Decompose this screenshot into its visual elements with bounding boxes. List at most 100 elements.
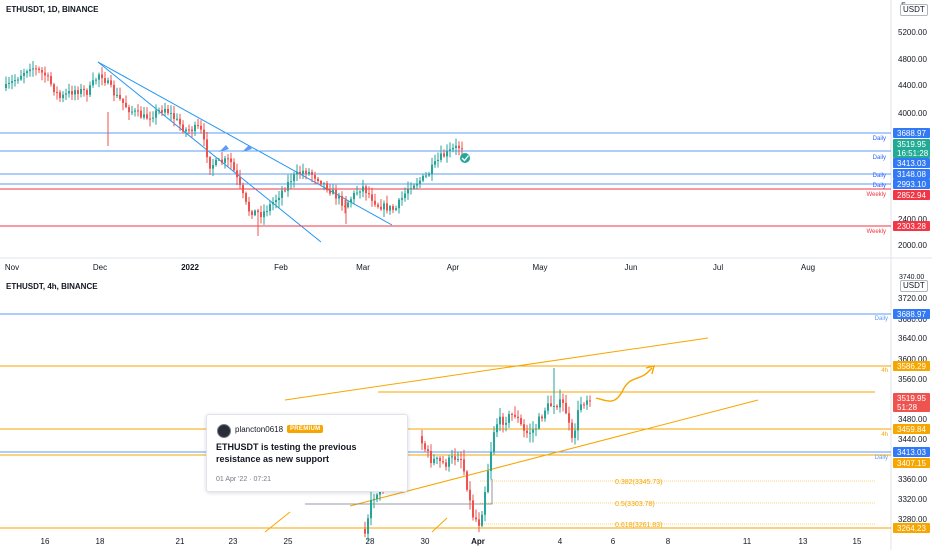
4h-candle-body — [562, 399, 564, 403]
daily-candle-body — [86, 90, 88, 95]
daily-candle-body — [353, 192, 355, 200]
daily-candle-body — [422, 175, 424, 181]
idea-card[interactable]: plancton0618 PREMIUM ETHUSDT is testing … — [206, 414, 408, 492]
daily-candle-body — [191, 129, 193, 132]
4h-currency-button[interactable]: USDT — [900, 280, 928, 292]
daily-candle-body — [392, 206, 394, 210]
4h-candle-body — [535, 428, 537, 430]
4h-candle-body — [559, 399, 561, 408]
4h-chart-pane[interactable]: 3720.00 3680.00 3640.00 3600.00 3560.00 3480.… — [0, 274, 932, 550]
daily-price-badge-text: 3688.97 — [897, 129, 926, 138]
daily-price-badge-text: 2993.10 — [897, 180, 926, 189]
daily-level-side-label: Daily — [873, 183, 886, 189]
daily-candle-body — [344, 205, 346, 208]
4h-time-tick: Apr — [471, 537, 485, 546]
daily-candle-body — [161, 110, 163, 113]
daily-price-badge-text: 3148.08 — [897, 170, 926, 179]
daily-candle-body — [101, 74, 103, 79]
daily-channel-line — [97, 61, 322, 243]
daily-candle-body — [68, 91, 70, 94]
daily-arrow-marker — [219, 145, 229, 152]
daily-candle-body — [317, 178, 319, 182]
4h-chart-canvas[interactable]: 3720.00 3680.00 3640.00 3600.00 3560.00 3480.… — [0, 274, 932, 550]
4h-price-tick: 3600.00 — [898, 355, 927, 364]
daily-candle-body — [26, 71, 28, 73]
4h-time-tick: 18 — [96, 537, 105, 546]
daily-price-badge — [893, 179, 930, 189]
daily-candle-body — [413, 185, 415, 189]
daily-candle-body — [425, 175, 427, 177]
daily-candle-body — [179, 118, 181, 125]
daily-candle-body — [449, 149, 451, 151]
4h-candle-body — [589, 400, 591, 402]
daily-candle-body — [71, 91, 73, 95]
daily-time-tick: Dec — [93, 263, 107, 272]
daily-time-tick: Aug — [801, 263, 815, 272]
daily-candle-body — [236, 170, 238, 178]
daily-candle-body — [8, 82, 10, 85]
daily-time-tick: Jun — [625, 263, 638, 272]
daily-candle-body — [335, 189, 337, 199]
daily-candle-body — [296, 171, 298, 175]
4h-price-badge-text: 3407.15 — [897, 459, 926, 468]
4h-time-tick: 28 — [366, 537, 375, 546]
4h-candle-body — [523, 424, 525, 431]
daily-price-badge — [893, 190, 930, 200]
idea-timestamp: 01 Apr '22 · 07:21 — [216, 476, 272, 483]
4h-candle-body — [583, 404, 585, 406]
daily-candle-body — [263, 211, 265, 218]
4h-candle-body — [580, 404, 582, 411]
4h-candle-body — [490, 451, 492, 471]
daily-candle-body — [224, 158, 226, 163]
daily-level-side-label: Daily — [873, 136, 886, 142]
daily-candle-body — [308, 171, 310, 174]
4h-fib-label: 0.5(3303.78) — [615, 501, 655, 508]
4h-candle-body — [454, 456, 456, 460]
user-avatar[interactable] — [217, 424, 231, 438]
4h-candle-body — [550, 403, 552, 407]
daily-candle-body — [32, 68, 34, 70]
4h-candle-body — [460, 459, 462, 461]
daily-chart-pane[interactable]: 5200.00 4800.00 4400.00 4000.00 2400.00 2000.… — [0, 0, 932, 274]
daily-candle-body — [299, 171, 301, 175]
4h-price-badge — [893, 458, 930, 468]
daily-candle-body — [113, 84, 115, 96]
daily-candle-body — [239, 177, 241, 185]
4h-candle-body — [565, 402, 567, 414]
4h-candle-body — [436, 457, 438, 459]
daily-chart-canvas[interactable]: 5200.00 4800.00 4400.00 4000.00 2400.00 2000.… — [0, 0, 932, 274]
4h-time-tick: 25 — [284, 537, 293, 546]
daily-candle-body — [278, 197, 280, 201]
daily-candle-body — [401, 198, 403, 200]
4h-price-tick: 3440.00 — [898, 435, 927, 444]
daily-candle-body — [164, 108, 166, 113]
daily-candle-body — [269, 204, 271, 212]
daily-candle-body — [290, 181, 292, 183]
daily-level-side-label: Daily — [873, 155, 886, 161]
daily-candle-body — [398, 199, 400, 209]
daily-candle-body — [437, 159, 439, 162]
4h-candle-body — [451, 456, 453, 458]
4h-time-tick: 6 — [611, 537, 616, 546]
daily-candle-body — [383, 203, 385, 210]
daily-candle-body — [107, 80, 109, 83]
daily-price-badge-text: 3413.03 — [897, 159, 926, 168]
4h-candle-body — [568, 413, 570, 423]
daily-candle-body — [158, 110, 160, 112]
daily-price-tick: 5200.00 — [898, 28, 927, 37]
daily-time-tick: Jul — [713, 263, 723, 272]
daily-candle-body — [170, 113, 172, 115]
4h-price-badge-text: 3264.23 — [897, 524, 926, 533]
daily-price-badge-text: 2852.94 — [897, 191, 926, 200]
idea-username[interactable]: plancton0618 — [235, 425, 284, 434]
4h-fib-anchor — [305, 479, 493, 505]
4h-price-badge-text: 3688.97 — [897, 310, 926, 319]
4h-trendline-fragment — [431, 517, 448, 533]
4h-price-tick: 3480.00 — [898, 415, 927, 424]
daily-time-tick: Mar — [356, 263, 370, 272]
4h-candle-body — [448, 457, 450, 467]
daily-currency-button[interactable]: USDT — [900, 4, 928, 16]
4h-time-tick: 13 — [799, 537, 808, 546]
4h-candle-body — [472, 500, 474, 518]
4h-candle-body — [520, 418, 522, 425]
